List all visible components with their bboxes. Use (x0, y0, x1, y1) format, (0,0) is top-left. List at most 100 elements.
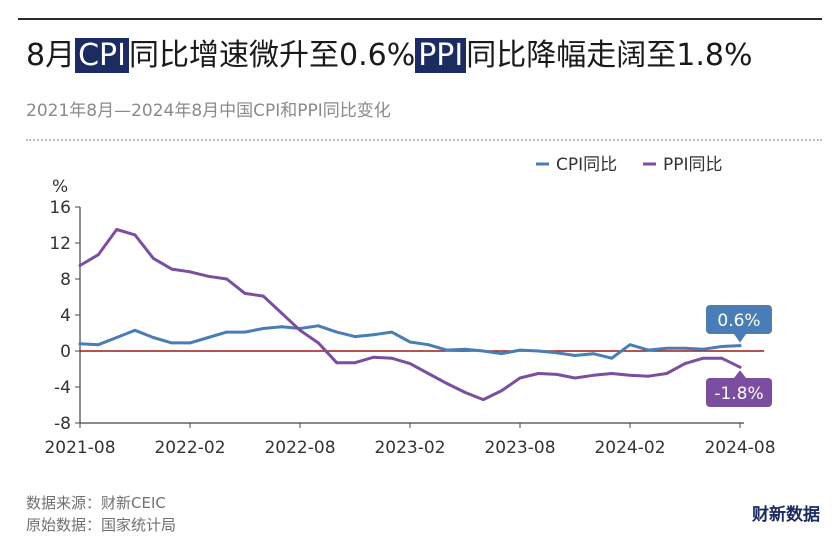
data-point-ppi (96, 253, 100, 257)
data-point-cpi (665, 346, 669, 350)
data-point-ppi (243, 292, 247, 295)
data-point-cpi (243, 330, 247, 334)
data-point-ppi (518, 376, 522, 380)
data-point-ppi (133, 233, 137, 237)
callout-pointer-ppi (734, 370, 746, 378)
x-tick-label: 2021-08 (44, 438, 115, 458)
data-point-cpi (170, 341, 174, 345)
data-point-ppi (463, 391, 467, 394)
data-point-ppi (225, 277, 229, 281)
y-tick-label: 16 (49, 198, 71, 218)
data-point-ppi (445, 382, 449, 385)
data-point-cpi (206, 336, 210, 339)
callout-box-ppi (706, 378, 772, 407)
title-highlight-cpi: CPI (75, 38, 129, 73)
x-tick-label: 2024-08 (704, 438, 775, 458)
data-point-ppi (720, 356, 724, 360)
subtitle: 2021年8月—2024年8月中国CPI和PPI同比变化 (26, 101, 391, 121)
data-point-cpi (408, 340, 412, 344)
data-point-cpi (683, 346, 687, 350)
data-point-ppi (610, 372, 614, 375)
series-line-ppi (78, 228, 742, 402)
data-point-cpi (261, 327, 265, 330)
data-point-cpi (371, 333, 375, 337)
x-tick-label: 2022-02 (154, 438, 225, 458)
callout-box-cpi (706, 305, 772, 334)
data-point-ppi (261, 294, 265, 298)
data-point-cpi (353, 335, 357, 338)
data-point-cpi (280, 325, 284, 329)
y-tick-label: -8 (54, 414, 71, 434)
data-point-cpi (701, 347, 705, 351)
data-point-ppi (298, 328, 302, 332)
footer-source: 数据来源：财新CEIC (26, 494, 166, 512)
page-title: 8月 CPI 同比增速微升至0.6% PPI 同比降幅走阔至1.8% (26, 36, 752, 76)
data-point-cpi (481, 349, 485, 353)
data-point-cpi (78, 342, 82, 346)
data-point-cpi (133, 328, 137, 332)
x-tick-label: 2022-08 (264, 438, 335, 458)
data-point-ppi (665, 372, 669, 375)
data-point-ppi (701, 356, 705, 360)
data-point-ppi (151, 256, 155, 260)
y-axis-unit: % (52, 177, 68, 197)
data-point-cpi (610, 356, 614, 360)
callout-label-cpi: 0.6% (717, 311, 760, 331)
data-point-cpi (646, 348, 650, 352)
data-point-ppi (536, 372, 540, 375)
data-point-ppi (591, 373, 595, 377)
top-rule (18, 18, 822, 20)
data-point-cpi (518, 348, 522, 352)
data-point-ppi (335, 361, 339, 365)
title-part-3: 同比增速微升至0.6% (128, 38, 416, 73)
data-point-ppi (316, 341, 320, 345)
y-tick-label: -4 (54, 378, 71, 398)
title-part-1: 8月 (26, 38, 76, 73)
data-point-cpi (445, 348, 449, 352)
x-tick-label: 2024-02 (594, 438, 665, 458)
data-point-cpi (96, 343, 100, 347)
footer-origin: 原始数据：国家统计局 (26, 516, 177, 534)
data-point-cpi (115, 336, 119, 339)
data-point-cpi (720, 345, 724, 348)
x-tick-label: 2023-08 (484, 438, 555, 458)
title-part-5: 同比降幅走阔至1.8% (466, 38, 753, 73)
data-point-cpi (573, 354, 577, 357)
data-point-ppi (573, 376, 577, 380)
data-point-ppi (353, 361, 357, 365)
y-tick-label: 4 (60, 306, 71, 326)
data-point-ppi (280, 311, 284, 315)
y-tick-label: 12 (49, 234, 71, 254)
data-point-ppi (408, 362, 412, 365)
data-point-ppi (390, 356, 394, 360)
data-point-cpi (463, 347, 467, 351)
data-point-cpi (555, 351, 559, 355)
data-point-ppi (170, 267, 174, 271)
data-point-ppi (206, 274, 210, 278)
dotted-divider (26, 139, 822, 141)
data-point-cpi (426, 343, 430, 347)
x-tick-label: 2023-02 (374, 438, 445, 458)
data-point-ppi (500, 389, 504, 392)
y-tick-label: 0 (60, 342, 71, 362)
data-point-ppi (426, 372, 430, 375)
data-point-cpi (316, 324, 320, 328)
data-point-cpi (500, 352, 504, 356)
data-point-cpi (591, 352, 595, 356)
data-point-cpi (628, 343, 632, 347)
data-point-ppi (738, 365, 742, 369)
data-point-cpi (335, 330, 339, 334)
data-point-cpi (738, 344, 742, 347)
data-point-cpi (188, 341, 192, 345)
data-point-cpi (536, 349, 540, 353)
brand-logo: 财新数据 (752, 505, 820, 525)
data-point-ppi (115, 228, 119, 231)
legend-label-ppi: PPI同比 (663, 155, 723, 175)
data-point-ppi (188, 270, 192, 274)
data-point-cpi (151, 336, 155, 339)
data-point-ppi (371, 355, 375, 359)
data-point-cpi (225, 330, 229, 334)
data-point-ppi (683, 362, 687, 365)
data-point-ppi (646, 374, 650, 378)
